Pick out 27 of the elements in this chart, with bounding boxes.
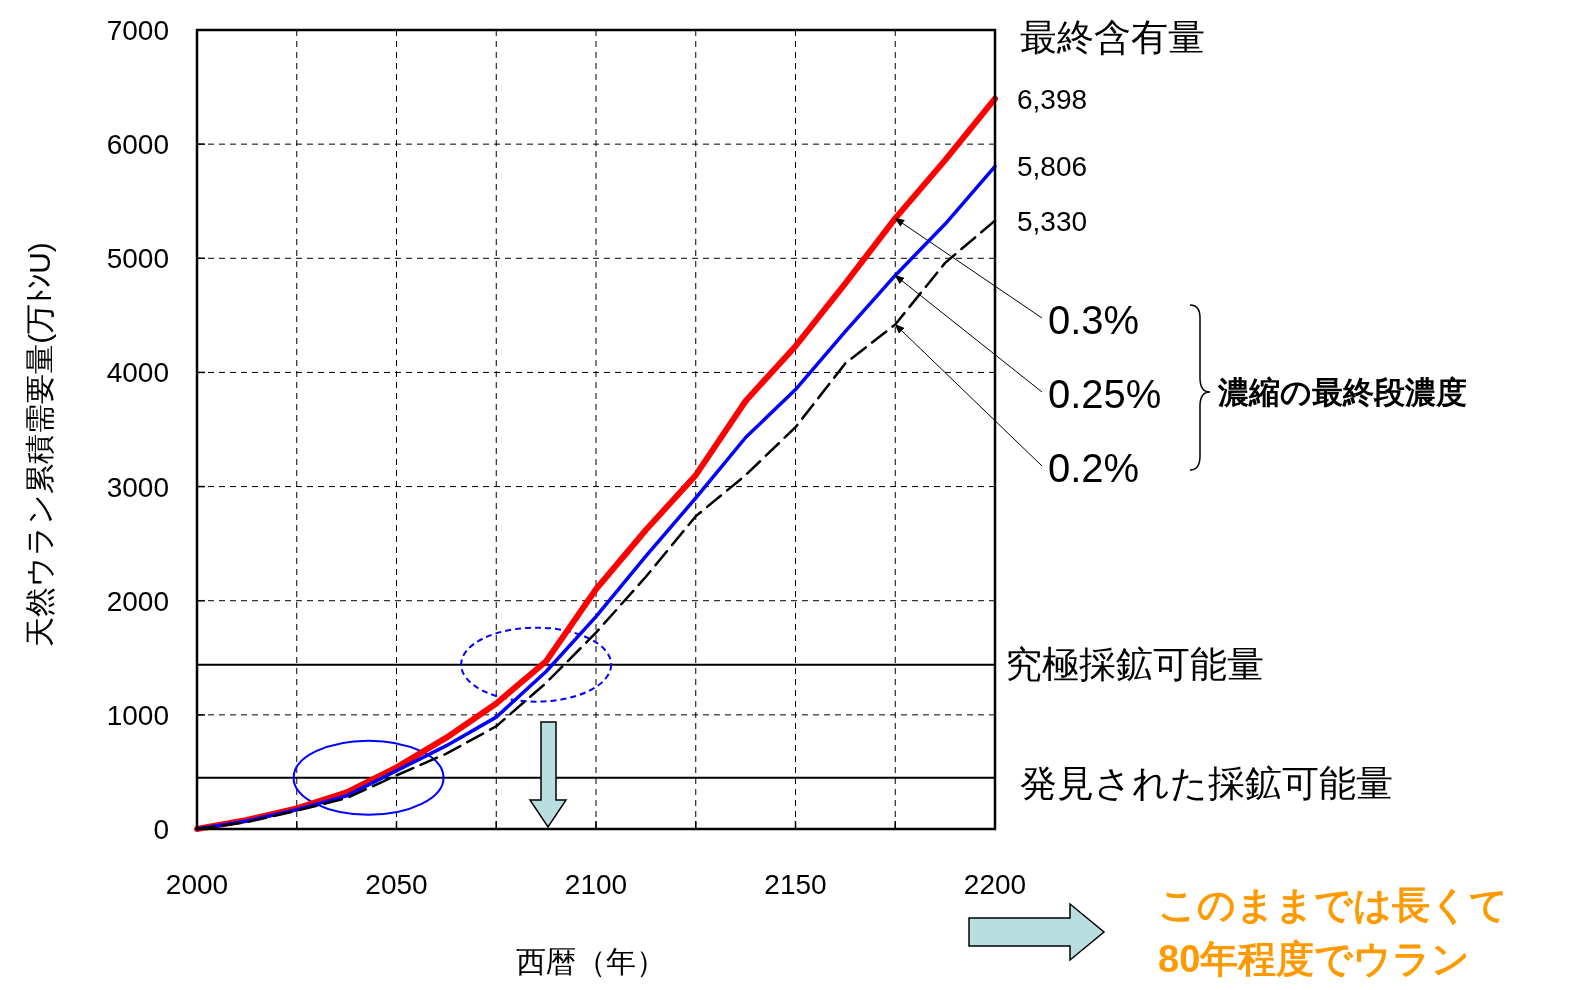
y-tick-label: 2000 (106, 585, 169, 617)
x-tick-label: 2150 (764, 869, 827, 900)
text: 最終含有量 (1020, 17, 1205, 58)
x-tick-label: 2200 (963, 869, 1027, 900)
text: 0.25% (1048, 372, 1162, 416)
data-label: 5,330 (1017, 205, 1088, 237)
x-tick-label: 2000 (165, 869, 229, 900)
y-tick-label: 3000 (106, 471, 169, 503)
y-tick-label: 5000 (106, 243, 169, 275)
x-axis-title: 西暦（年） (516, 945, 666, 978)
text: 0.3% (1048, 298, 1140, 342)
y-tick-label: 1000 (106, 699, 169, 731)
data-label: 5,806 (1017, 151, 1088, 183)
ref-line-label: 発見された採鉱可能量 (1020, 762, 1393, 804)
text: このままでは長くて (1158, 884, 1508, 926)
data-label: 6,398 (1017, 83, 1088, 115)
x-tick-label: 2050 (365, 869, 428, 900)
y-tick-label: 7000 (106, 15, 169, 46)
text: 80年程度でウラン (1158, 938, 1471, 980)
x-tick-label: 2100 (564, 869, 628, 900)
text: 0.2% (1048, 446, 1140, 490)
legend-title: 濃縮の最終段濃度 (1217, 375, 1467, 410)
ref-line-label: 究極採鉱可能量 (1005, 643, 1264, 685)
y-tick-label: 4000 (106, 357, 169, 389)
y-tick-label: 6000 (106, 129, 169, 161)
y-tick-label: 0 (153, 814, 169, 845)
y-axis-title: 天然ウラン累積需要量(万ﾄﾝU) (23, 242, 56, 647)
